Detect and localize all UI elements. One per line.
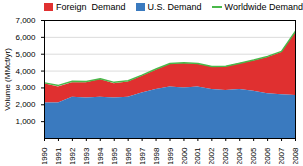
svg-text:2007: 2007 (277, 147, 286, 164)
html-text:Worldwide Demand: Worldwide Demand (224, 1, 303, 12)
svg-text:1993: 1993 (82, 147, 91, 164)
svg-text:3,000: 3,000 (15, 83, 36, 92)
svg-text:1996: 1996 (124, 147, 133, 164)
svg-text:2,000: 2,000 (15, 100, 36, 109)
svg-text:Volume (MMcf/yr): Volume (MMcf/yr) (3, 48, 12, 111)
svg-text:1992: 1992 (68, 147, 77, 164)
svg-text:1998: 1998 (152, 147, 161, 164)
svg-text:1991: 1991 (54, 147, 63, 164)
svg-text:2005: 2005 (249, 147, 258, 164)
svg-text:6,000: 6,000 (15, 33, 36, 42)
svg-text:2002: 2002 (207, 147, 216, 164)
svg-text:2000: 2000 (180, 147, 189, 164)
svg-text:1990: 1990 (40, 147, 49, 164)
html-text:U.S. Demand: U.S. Demand (147, 1, 202, 12)
svg-text:2008: 2008 (291, 147, 300, 164)
html-text:Foreign Demand: Foreign Demand (56, 1, 126, 12)
svg-text:1,000: 1,000 (15, 117, 36, 126)
svg-text:1994: 1994 (96, 147, 105, 164)
svg-text:2006: 2006 (263, 147, 272, 164)
svg-text:1995: 1995 (110, 147, 119, 164)
svg-text:2004: 2004 (235, 147, 244, 164)
svg-text:4,000: 4,000 (15, 67, 36, 76)
svg-text:2003: 2003 (221, 147, 230, 164)
svg-text:7,000: 7,000 (15, 16, 36, 25)
svg-text:1999: 1999 (166, 147, 175, 164)
svg-text:5,000: 5,000 (15, 50, 36, 59)
svg-text:2001: 2001 (193, 147, 202, 164)
svg-text:1997: 1997 (138, 147, 147, 164)
